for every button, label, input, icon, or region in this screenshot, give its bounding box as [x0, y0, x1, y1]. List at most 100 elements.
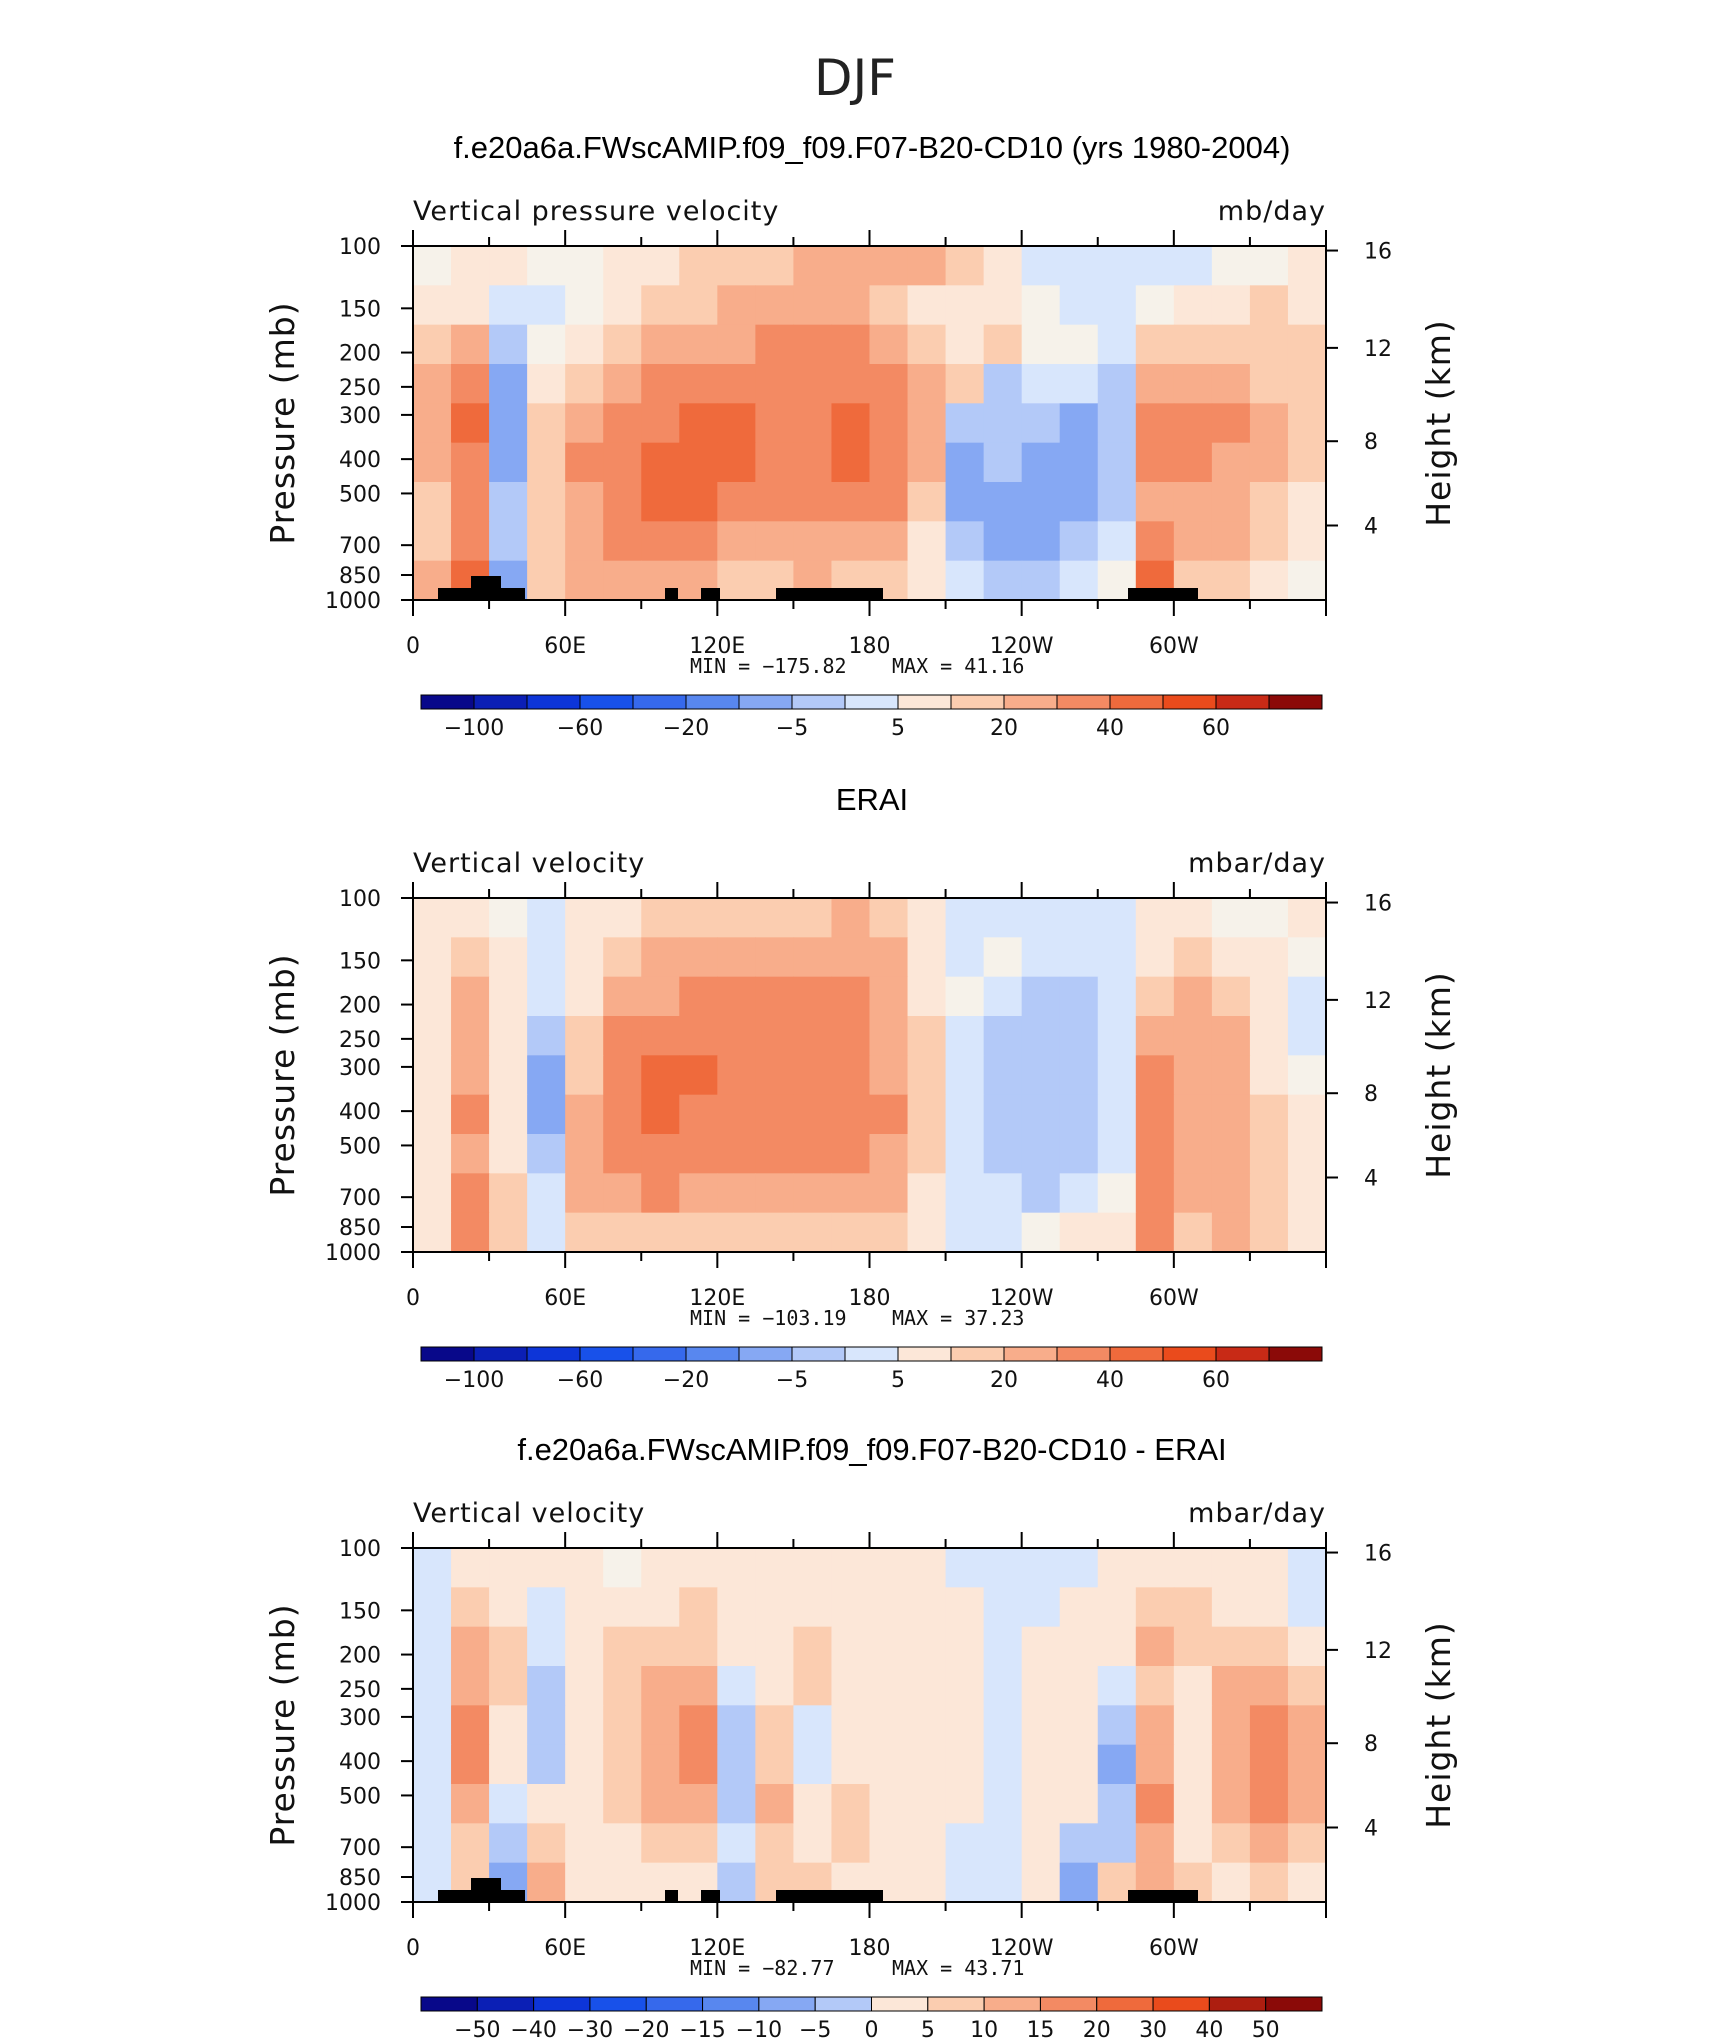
- heatmap-cell: [1059, 1016, 1099, 1056]
- heatmap-cell: [1287, 1626, 1327, 1667]
- colorbar-swatch: [1109, 1346, 1164, 1362]
- heatmap-cell: [641, 1094, 680, 1135]
- stats-max: MAX = 43.71: [892, 1956, 1024, 1980]
- y2-tick-label: 16: [1364, 240, 1392, 265]
- heatmap-cell: [489, 898, 528, 938]
- y2-axis-title: Height (km): [1419, 319, 1458, 527]
- heatmap-cell: [1211, 1134, 1251, 1174]
- heatmap-cell: [1211, 1705, 1251, 1746]
- heatmap-cell: [527, 1823, 566, 1864]
- heatmap-cell: [1097, 1548, 1137, 1588]
- heatmap-cell: [1287, 937, 1327, 978]
- heatmap-cell: [451, 1094, 490, 1135]
- heatmap-cell: [603, 521, 642, 562]
- heatmap-cell: [1249, 1587, 1289, 1628]
- heatmap-cell: [527, 1094, 566, 1135]
- heatmap-cell: [831, 482, 871, 522]
- heatmap-cell: [793, 1548, 833, 1588]
- heatmap-cell: [1173, 1744, 1213, 1785]
- y-axis-title: Pressure (mb): [263, 953, 302, 1196]
- heatmap-cell: [1173, 285, 1213, 326]
- heatmap-cell: [1135, 1548, 1175, 1588]
- heatmap-cell: [1249, 324, 1289, 365]
- heatmap-cell: [983, 521, 1023, 562]
- heatmap-cell: [983, 1173, 1023, 1214]
- colorbar-label: 0: [865, 2018, 879, 2038]
- heatmap-cell: [1021, 364, 1061, 404]
- heatmap-cell: [907, 324, 947, 365]
- stats-max: MAX = 41.16: [892, 654, 1024, 678]
- y-tick-label: 700: [339, 1186, 381, 1211]
- heatmap-cell: [489, 1173, 528, 1214]
- heatmap-cell: [1135, 1705, 1175, 1746]
- heatmap-cell: [565, 1744, 604, 1785]
- heatmap-cell: [717, 1016, 756, 1056]
- heatmap-cell: [945, 1016, 985, 1056]
- heatmap-cell: [1135, 285, 1175, 326]
- heatmap-cell: [793, 1587, 833, 1628]
- stats-min: MIN = −103.19: [690, 1306, 847, 1330]
- heatmap-cell: [1287, 246, 1327, 286]
- heatmap-cell: [983, 560, 1023, 601]
- heatmap-cell: [945, 1666, 985, 1706]
- heatmap-cell: [983, 403, 1023, 444]
- colorbar-label: −20: [663, 1368, 709, 1393]
- topography-block: [501, 1890, 525, 1902]
- heatmap-cell: [641, 1823, 680, 1864]
- colorbar-swatch: [476, 1996, 535, 2012]
- heatmap-cell: [907, 1862, 947, 1903]
- heatmap-cell: [451, 246, 490, 286]
- heatmap-cell: [831, 976, 871, 1017]
- heatmap-cell: [1173, 1705, 1213, 1746]
- heatmap-cell: [717, 1626, 756, 1667]
- colorbar-label: 50: [1252, 2018, 1280, 2038]
- heatmap-cell: [1173, 442, 1213, 483]
- heatmap-cell: [1135, 937, 1175, 978]
- colorbar-swatch: [526, 1346, 581, 1362]
- heatmap-cell: [755, 1626, 795, 1667]
- x-tick-label: 60W: [1149, 1286, 1199, 1311]
- heatmap-cell: [413, 1548, 452, 1588]
- heatmap-cell: [1211, 482, 1251, 522]
- heatmap-cell: [1021, 442, 1061, 483]
- heatmap-cell: [565, 976, 604, 1017]
- heatmap-cell: [451, 976, 490, 1017]
- heatmap-cell: [451, 1784, 490, 1824]
- heatmap-cell: [793, 1134, 833, 1174]
- heatmap-cell: [489, 1548, 528, 1588]
- heatmap-cell: [451, 1134, 490, 1174]
- heatmap-cell: [489, 246, 528, 286]
- heatmap-cell: [869, 1094, 909, 1135]
- heatmap-cell: [1135, 1744, 1175, 1785]
- colorbar-label: 20: [990, 1368, 1018, 1393]
- heatmap-cell: [1249, 1016, 1289, 1056]
- heatmap-cell: [1249, 1173, 1289, 1214]
- heatmap-cell: [945, 560, 985, 601]
- heatmap-cell: [983, 1666, 1023, 1706]
- heatmap-cell: [1097, 1134, 1137, 1174]
- heatmap-cell: [907, 1823, 947, 1864]
- heatmap-cell: [945, 324, 985, 365]
- heatmap-cell: [641, 1784, 680, 1824]
- heatmap-cell: [413, 1666, 452, 1706]
- heatmap-cell: [1021, 1548, 1061, 1588]
- heatmap-cell: [907, 1626, 947, 1667]
- y-tick-label: 300: [339, 1056, 381, 1081]
- units-label: mbar/day: [1188, 848, 1326, 879]
- heatmap-cell: [1059, 1666, 1099, 1706]
- heatmap-cell: [1287, 1587, 1327, 1628]
- heatmap-cell: [717, 324, 756, 365]
- colorbar-swatch: [632, 1346, 687, 1362]
- heatmap-cell: [1287, 1744, 1327, 1785]
- heatmap-cell: [451, 1823, 490, 1864]
- heatmap-cell: [679, 937, 718, 978]
- heatmap-cell: [679, 976, 718, 1017]
- heatmap-cell: [1211, 1626, 1251, 1667]
- heatmap-cell: [717, 898, 756, 938]
- heatmap-cell: [565, 482, 604, 522]
- heatmap-cell: [1211, 898, 1251, 938]
- colorbar-swatch: [927, 1996, 985, 2012]
- heatmap-cell: [413, 1094, 452, 1135]
- heatmap-cell: [641, 937, 680, 978]
